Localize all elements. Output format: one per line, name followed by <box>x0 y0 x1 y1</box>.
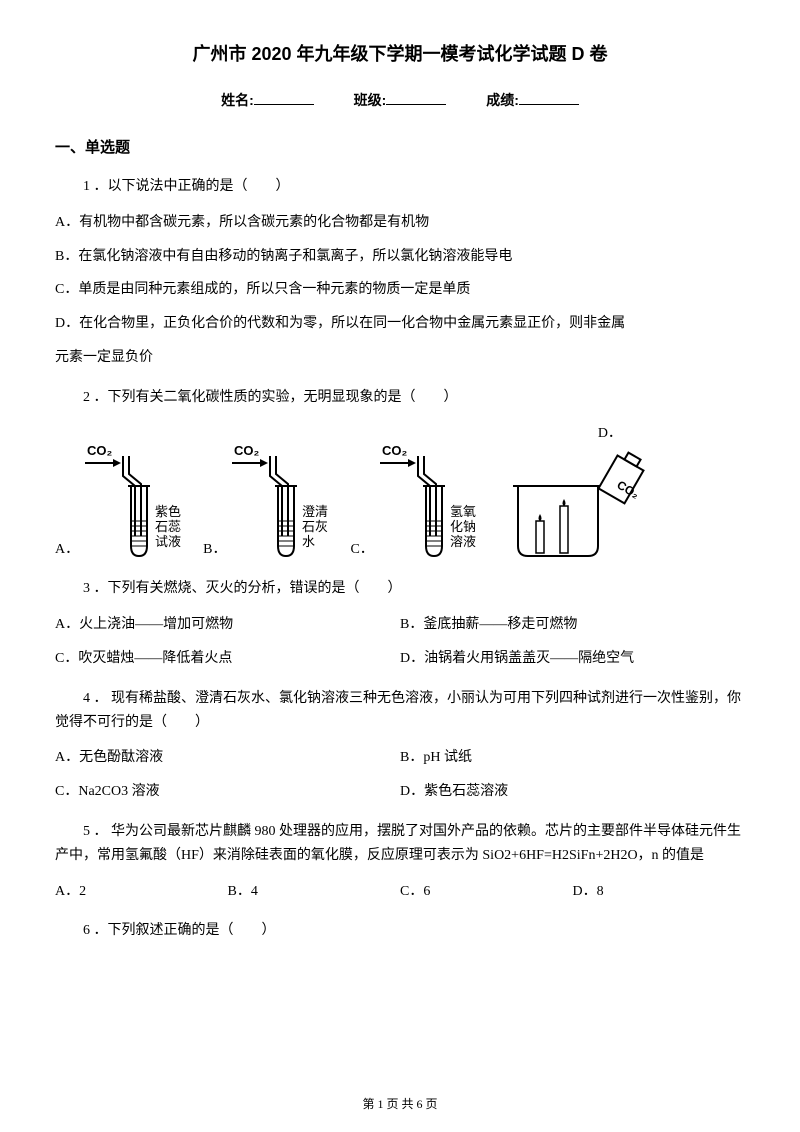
question-1: 1 ．以下说法中正确的是（ ） A．有机物中都含碳元素，所以含碳元素的化合物都是… <box>55 175 745 370</box>
q4-stem: 4 ． 现有稀盐酸、澄清石灰水、氯化钠溶液三种无色溶液，小丽认为可用下列四种试剂… <box>55 687 745 735</box>
question-4: 4 ． 现有稀盐酸、澄清石灰水、氯化钠溶液三种无色溶液，小丽认为可用下列四种试剂… <box>55 687 745 804</box>
question-6: 6 ．下列叙述正确的是（ ） <box>55 919 745 943</box>
q2-label-a: A． <box>55 538 79 562</box>
student-info-line: 姓名: 班级: 成绩: <box>55 90 745 110</box>
svg-text:石灰: 石灰 <box>302 519 328 534</box>
svg-text:试液: 试液 <box>155 534 181 549</box>
q5-opt-d: D．8 <box>573 880 746 904</box>
page-footer: 第 1 页 共 6 页 <box>0 1095 800 1112</box>
q4-opt-d: D．紫色石蕊溶液 <box>400 780 745 804</box>
question-2: 2 ．下列有关二氧化碳性质的实验，无明显现象的是（ ） A． CO₂ <box>55 386 745 562</box>
q1-stem: 1 ．以下说法中正确的是（ ） <box>55 175 745 199</box>
svg-text:化钠: 化钠 <box>450 519 476 534</box>
q2-diagram-c: C． CO₂ 氢氧 化钠 溶液 <box>350 441 487 561</box>
name-label: 姓名: <box>221 92 254 108</box>
beaker-diagram-d-icon: CO₂ <box>498 451 658 561</box>
svg-text:CO₂: CO₂ <box>382 443 408 458</box>
q3-stem: 3 ．下列有关燃烧、灭火的分析，错误的是（ ） <box>55 577 745 601</box>
svg-text:溶液: 溶液 <box>450 534 476 549</box>
svg-text:CO₂: CO₂ <box>87 443 113 458</box>
q4-opt-a: A．无色酚酞溶液 <box>55 746 400 770</box>
svg-text:石蕊: 石蕊 <box>155 519 181 534</box>
svg-text:澄清: 澄清 <box>302 504 328 519</box>
q2-diagrams: A． CO₂ 紫色 石蕊 试液 <box>55 422 745 562</box>
q6-stem: 6 ．下列叙述正确的是（ ） <box>55 919 745 943</box>
q3-opt-d: D．油锅着火用锅盖盖灭——隔绝空气 <box>400 647 745 671</box>
q1-opt-d-line2: 元素一定显负价 <box>55 346 745 370</box>
q2-diagram-b: B． CO₂ 澄清 石灰 水 <box>203 441 340 561</box>
class-blank[interactable] <box>386 104 446 105</box>
question-5: 5 ． 华为公司最新芯片麒麟 980 处理器的应用，摆脱了对国外产品的依赖。芯片… <box>55 820 745 903</box>
tube-diagram-b-icon: CO₂ 澄清 石灰 水 <box>230 441 340 561</box>
q2-label-c: C． <box>350 538 373 562</box>
q2-label-d: D． <box>598 422 622 446</box>
q5-opt-a: A．2 <box>55 880 228 904</box>
q2-diagram-a: A． CO₂ 紫色 石蕊 试液 <box>55 441 193 561</box>
q4-opt-b: B．pH 试纸 <box>400 746 745 770</box>
section-header-1: 一、单选题 <box>55 136 745 157</box>
q4-opt-c: C．Na2CO3 溶液 <box>55 780 400 804</box>
class-label: 班级: <box>354 92 387 108</box>
score-blank[interactable] <box>519 104 579 105</box>
q5-opt-b: B．4 <box>228 880 401 904</box>
tube-diagram-c-icon: CO₂ 氢氧 化钠 溶液 <box>378 441 488 561</box>
q3-opt-a: A．火上浇油——增加可燃物 <box>55 613 400 637</box>
q3-opt-b: B．釜底抽薪——移走可燃物 <box>400 613 745 637</box>
q5-stem: 5 ． 华为公司最新芯片麒麟 980 处理器的应用，摆脱了对国外产品的依赖。芯片… <box>55 820 745 868</box>
name-blank[interactable] <box>254 104 314 105</box>
q2-label-b: B． <box>203 538 226 562</box>
svg-text:CO₂: CO₂ <box>234 443 260 458</box>
tube-diagram-a-icon: CO₂ 紫色 石蕊 试液 <box>83 441 193 561</box>
q1-opt-d-line1: D．在化合物里，正负化合价的代数和为零，所以在同一化合物中金属元素显正价，则非金… <box>55 312 745 336</box>
q1-opt-b: B．在氯化钠溶液中有自由移动的钠离子和氯离子，所以氯化钠溶液能导电 <box>55 245 745 269</box>
exam-title: 广州市 2020 年九年级下学期一模考试化学试题 D 卷 <box>55 40 745 66</box>
svg-text:水: 水 <box>302 534 315 549</box>
svg-text:氢氧: 氢氧 <box>450 504 476 519</box>
q3-opt-c: C．吹灭蜡烛——降低着火点 <box>55 647 400 671</box>
q2-stem: 2 ．下列有关二氧化碳性质的实验，无明显现象的是（ ） <box>55 386 745 410</box>
question-3: 3 ．下列有关燃烧、灭火的分析，错误的是（ ） A．火上浇油——增加可燃物 B．… <box>55 577 745 670</box>
score-label: 成绩: <box>486 92 519 108</box>
q5-opt-c: C．6 <box>400 880 573 904</box>
q1-opt-c: C．单质是由同种元素组成的，所以只含一种元素的物质一定是单质 <box>55 278 745 302</box>
svg-text:紫色: 紫色 <box>155 504 181 519</box>
q1-opt-a: A．有机物中都含碳元素，所以含碳元素的化合物都是有机物 <box>55 211 745 235</box>
q2-diagram-d: D． CO₂ <box>498 422 658 562</box>
